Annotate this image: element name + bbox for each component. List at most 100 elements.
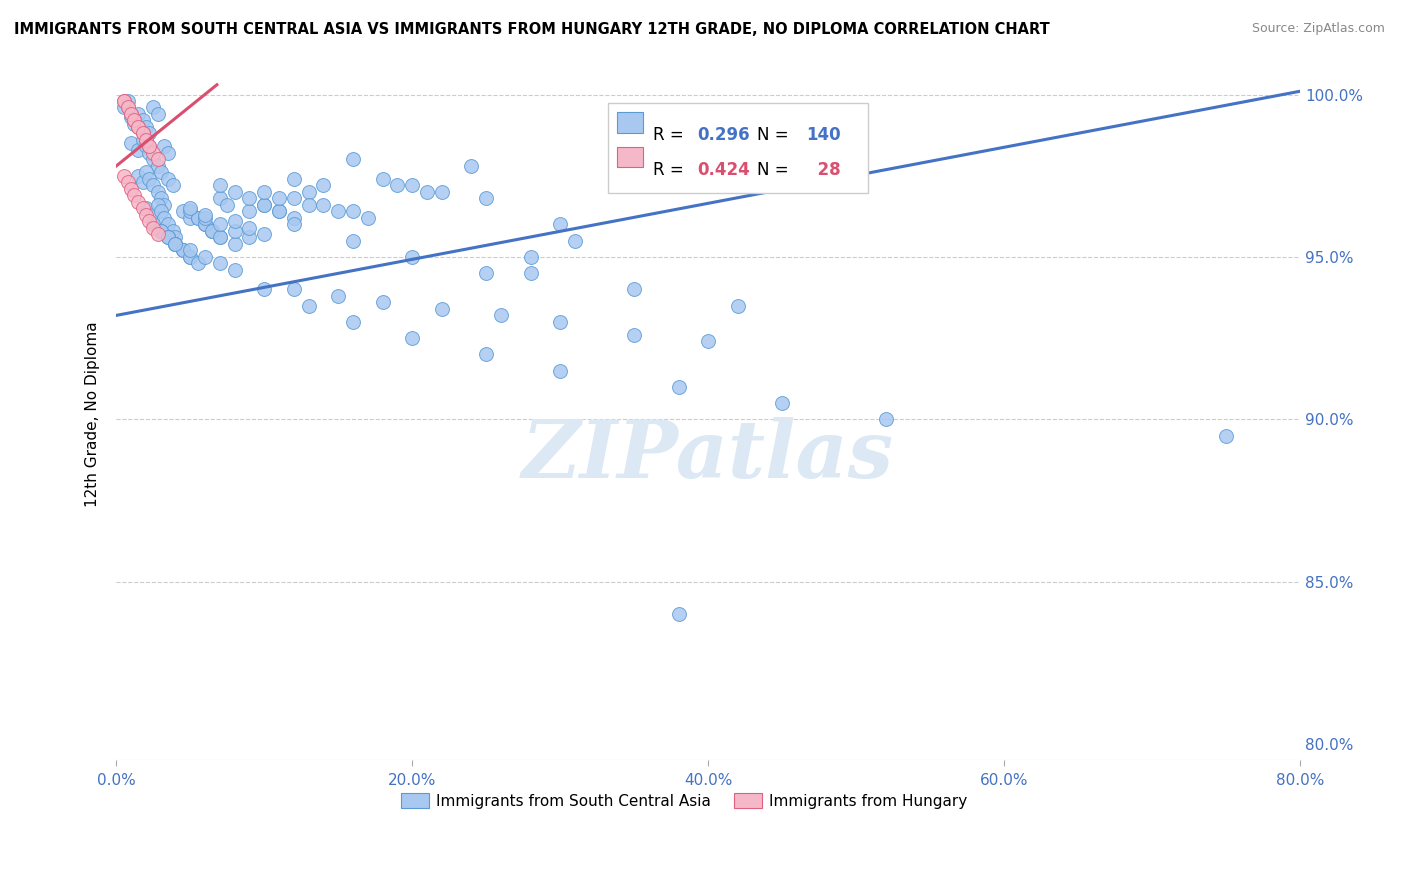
Point	[564, 234, 586, 248]
Point	[142, 220, 165, 235]
Point	[401, 331, 423, 345]
Point	[208, 256, 231, 270]
Point	[117, 94, 139, 108]
Point	[342, 204, 364, 219]
Point	[149, 165, 172, 179]
Point	[157, 145, 180, 160]
Point	[875, 412, 897, 426]
Point	[623, 327, 645, 342]
Point	[157, 230, 180, 244]
Point	[132, 133, 155, 147]
Point	[342, 234, 364, 248]
Point	[142, 218, 165, 232]
Text: N =: N =	[756, 161, 793, 178]
Point	[172, 204, 194, 219]
Point	[328, 289, 350, 303]
Point	[138, 172, 160, 186]
Point	[120, 182, 142, 196]
Point	[142, 145, 165, 160]
Point	[146, 227, 169, 242]
Point	[267, 191, 290, 205]
Text: 0.424: 0.424	[697, 161, 751, 178]
Point	[120, 107, 142, 121]
Point	[187, 211, 209, 225]
Point	[623, 282, 645, 296]
Point	[548, 218, 571, 232]
Text: R =: R =	[652, 161, 689, 178]
Point	[238, 204, 260, 219]
Point	[201, 224, 224, 238]
Point	[357, 211, 380, 225]
Point	[298, 299, 321, 313]
Point	[194, 218, 217, 232]
Text: 140: 140	[807, 126, 841, 144]
Point	[387, 178, 409, 193]
Point	[142, 208, 165, 222]
Point	[172, 244, 194, 258]
Point	[430, 301, 453, 316]
Point	[172, 244, 194, 258]
Point	[208, 191, 231, 205]
Point	[135, 201, 157, 215]
Point	[224, 214, 246, 228]
Point	[253, 227, 276, 242]
Point	[224, 236, 246, 251]
Point	[112, 94, 135, 108]
Point	[179, 250, 201, 264]
Point	[132, 201, 155, 215]
Point	[162, 178, 184, 193]
Point	[208, 230, 231, 244]
Point	[371, 295, 394, 310]
Point	[172, 244, 194, 258]
Point	[668, 380, 690, 394]
Point	[283, 172, 305, 186]
Point	[283, 282, 305, 296]
Point	[194, 208, 217, 222]
Point	[117, 175, 139, 189]
Point	[253, 282, 276, 296]
Point	[238, 230, 260, 244]
Text: Source: ZipAtlas.com: Source: ZipAtlas.com	[1251, 22, 1385, 36]
Point	[298, 185, 321, 199]
Point	[238, 191, 260, 205]
Point	[208, 178, 231, 193]
Point	[157, 230, 180, 244]
Point	[157, 230, 180, 244]
Legend: Immigrants from South Central Asia, Immigrants from Hungary: Immigrants from South Central Asia, Immi…	[395, 788, 974, 815]
Point	[460, 159, 482, 173]
Point	[135, 208, 157, 222]
Point	[430, 185, 453, 199]
Point	[112, 169, 135, 183]
Point	[138, 139, 160, 153]
Point	[187, 256, 209, 270]
Point	[135, 139, 157, 153]
Point	[146, 198, 169, 212]
Point	[519, 266, 541, 280]
Point	[149, 204, 172, 219]
Point	[475, 266, 498, 280]
Point	[416, 185, 439, 199]
Point	[122, 117, 145, 131]
Point	[194, 250, 217, 264]
Text: R =: R =	[652, 126, 689, 144]
Point	[519, 250, 541, 264]
Point	[127, 143, 149, 157]
Point	[283, 211, 305, 225]
FancyBboxPatch shape	[617, 146, 643, 168]
Point	[135, 165, 157, 179]
Point	[138, 145, 160, 160]
Point	[165, 230, 187, 244]
Point	[201, 224, 224, 238]
Point	[122, 113, 145, 128]
Point	[146, 185, 169, 199]
Point	[127, 120, 149, 134]
Point	[179, 250, 201, 264]
Point	[165, 236, 187, 251]
Point	[127, 169, 149, 183]
Point	[138, 127, 160, 141]
Point	[117, 101, 139, 115]
Point	[697, 334, 720, 349]
Point	[342, 315, 364, 329]
Text: 0.296: 0.296	[697, 126, 751, 144]
Point	[135, 133, 157, 147]
